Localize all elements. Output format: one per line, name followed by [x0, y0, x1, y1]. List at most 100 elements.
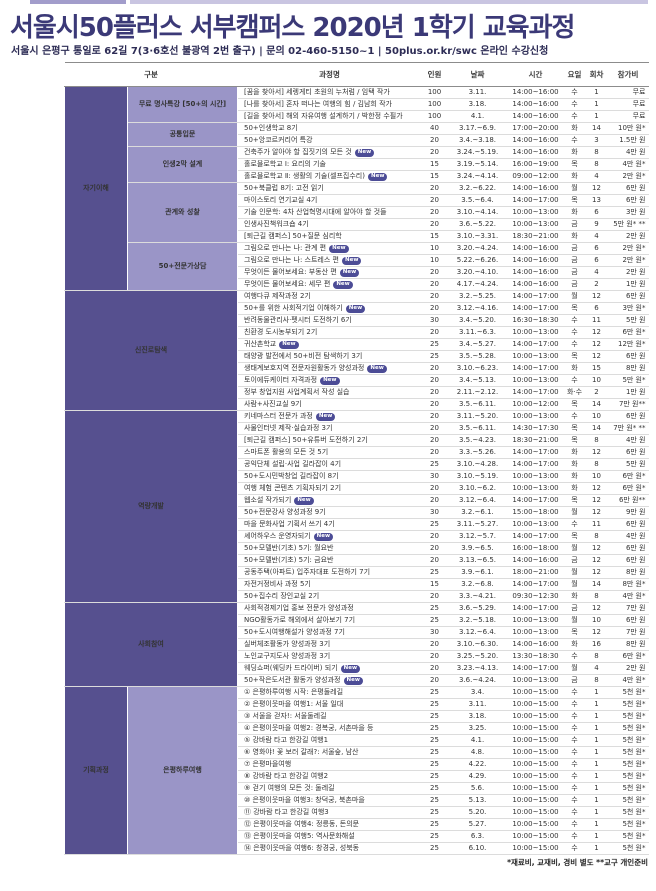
course-fee: 2만 원*: [607, 170, 649, 183]
course-row: [나를 찾아서] 혼자 떠나는 여행의 힘 / 김남희 작가 100 3.18. 14…: [65, 98, 649, 111]
course-day: 월: [563, 614, 586, 627]
course-fee: 6만 원: [607, 194, 649, 207]
course-date: 3.6.~4.24.: [447, 674, 508, 687]
course-fee: 6만 원: [607, 518, 649, 531]
course-day: 화: [563, 638, 586, 651]
course-capacity: 20: [421, 206, 448, 219]
category-cell: 자기이해: [64, 86, 128, 291]
new-badge: New: [345, 305, 366, 313]
course-capacity: 25: [421, 722, 448, 735]
course-sessions: 8: [585, 458, 608, 471]
course-time: 10:00~13:00: [507, 482, 564, 495]
course-title-cell: 무엇이든 물어보세요: 부동산 편 New: [237, 266, 422, 279]
course-row: ③ 서울을 걷자!: 서울둘레길 25 3.18. 10:00~15:00 수 1 5천 원…: [65, 710, 649, 723]
course-time: 10:00~15:00: [507, 794, 564, 807]
course-row: 공통입문 50+인생학교 8기 40 3.17.~6.9. 17:00~20:00 화 14…: [65, 122, 649, 147]
course-time: 10:00~15:00: [507, 758, 564, 771]
course-title-cell: 50+인생학교 8기: [237, 122, 422, 135]
course-title: ⑫ 은평이웃마을 여행4: 정릉동, 돈의문: [244, 820, 360, 828]
top-crop-strip-dark: [30, 0, 126, 4]
course-capacity: 15: [421, 158, 448, 171]
course-day: 수: [563, 650, 586, 663]
course-time: 14:00~16:00: [507, 266, 564, 279]
course-title: ⑭ 은평이웃마을 여행6: 창경궁, 성북동: [244, 844, 360, 852]
course-title-cell: 사회적경제기업 홍보 전문가 양성과정: [237, 602, 422, 615]
course-title-cell: 홀로욜로학교 Ⅰ: 요리의 기술: [237, 158, 422, 171]
course-sessions: 12: [585, 326, 608, 339]
course-day: 수: [563, 314, 586, 327]
course-title-cell: ⑧ 강바람 타고 한강길 여행2: [237, 770, 422, 783]
course-title: ⑬ 은평이웃마을 여행5: 역사문화해설: [244, 832, 355, 840]
course-capacity: 25: [421, 770, 448, 783]
course-title: 건축주가 알아야 할 집짓기의 모든 것: [244, 148, 352, 156]
course-day: 금: [563, 602, 586, 615]
course-title-cell: ⑥ 영화야! 꽃 보러 갈래?: 서울숲, 남산: [237, 746, 422, 759]
course-fee: 5천 원*: [607, 758, 649, 771]
course-sessions: 9: [585, 218, 608, 231]
course-sessions: 12: [585, 182, 608, 195]
course-title-cell: 사람+사진교실 9기: [237, 398, 422, 411]
course-sessions: 1: [585, 794, 608, 807]
course-capacity: 20: [421, 218, 448, 231]
course-sessions: 6: [585, 302, 608, 315]
course-title-cell: 건축주가 알아야 할 집짓기의 모든 것 New: [237, 146, 422, 159]
course-date: 3.19.~5.14.: [447, 158, 508, 171]
category-cell: 사회참여: [64, 602, 238, 687]
course-date: 3.4.~5.13.: [447, 374, 508, 387]
course-title-cell: 태양광 발전에서 50+비전 탐색하기 3기: [237, 350, 422, 363]
course-row: 무엇이든 물어보세요: 세무 편 New 20 4.17.~4.24. 14:00~16…: [65, 278, 649, 291]
course-title-cell: 생태계보호지역 전문자원활동가 양성과정 New: [237, 362, 422, 375]
course-fee: 4만 원: [607, 434, 649, 447]
course-date: 3.25.~5.20.: [447, 650, 508, 663]
course-sessions: 8: [585, 530, 608, 543]
subcategory-cell: 무료 명사특강 [50+의 시간]: [127, 86, 238, 123]
course-title: 그림으로 만나는 나: 스트레스 편: [244, 256, 339, 264]
course-day: 목: [563, 434, 586, 447]
course-capacity: 25: [421, 566, 448, 579]
course-date: 3.13.~6.5.: [447, 554, 508, 567]
new-badge: New: [339, 269, 360, 277]
course-fee: 9만 원: [607, 506, 649, 519]
course-fee: 6만 원*: [607, 326, 649, 339]
course-title-cell: 인생사진책워크숍 4기: [237, 218, 422, 231]
course-row: 귀산촌학교 New 25 3.4.~5.27. 14:00~17:00 수 12 12만 원*: [65, 338, 649, 351]
course-fee: 6만 원: [607, 446, 649, 459]
course-row: ⑪ 강바람 타고 한강길 여행3 25 5.20. 10:00~15:00 수 1 5천 원…: [65, 806, 649, 819]
course-sessions: 1: [585, 782, 608, 795]
course-date: 3.10.~4.28.: [447, 458, 508, 471]
course-date: 3.5.~6.11.: [447, 422, 508, 435]
subcategory-cell: 공통입문: [127, 122, 238, 147]
course-capacity: 25: [421, 734, 448, 747]
course-row: 인생사진책워크숍 4기 20 3.6.~5.22. 10:00~13:00 금 9 5만 원…: [65, 218, 649, 231]
course-time: 10:00~15:00: [507, 746, 564, 759]
course-sessions: 12: [585, 290, 608, 303]
course-sessions: 12: [585, 446, 608, 459]
course-date: 3.5.~6.4.: [447, 194, 508, 207]
course-date: 3.12.~4.16.: [447, 302, 508, 315]
course-fee: 5만 원: [607, 314, 649, 327]
course-title-cell: 50+도시민박창업 길라잡이 8기: [237, 470, 422, 483]
course-date: 3.2.~6.8.: [447, 578, 508, 591]
course-row: 50+를 위한 사회적기업 이해하기 New 20 3.12.~4.16. 14:00~…: [65, 302, 649, 315]
course-row: 50+작은도서관 활동가 양성과정 New 20 3.6.~4.24. 10:00~13…: [65, 674, 649, 687]
course-day: 월: [563, 566, 586, 579]
course-day: 금: [563, 266, 586, 279]
course-sessions: 11: [585, 314, 608, 327]
course-title: ⑩ 은평이웃마을 여행3: 창덕궁, 북촌마을: [244, 796, 365, 804]
course-time: 10:00~13:00: [507, 206, 564, 219]
course-date: 3.10.~4.14.: [447, 206, 508, 219]
course-capacity: 100: [421, 98, 448, 111]
course-title: 마이스토리 연기교실 4기: [244, 196, 318, 204]
course-title: 실버체조활동가 양성과정 3기: [244, 640, 331, 648]
course-date: 4.22.: [447, 758, 508, 771]
course-sessions: 3: [585, 134, 608, 147]
course-day: 수: [563, 374, 586, 387]
course-day: 수: [563, 134, 586, 147]
course-capacity: 20: [421, 638, 448, 651]
course-sessions: 2: [585, 278, 608, 291]
course-day: 목: [563, 194, 586, 207]
course-row: 그림으로 만나는 나: 스트레스 편 New 10 5.22.~6.26. 14:00~…: [65, 254, 649, 267]
course-capacity: 25: [421, 710, 448, 723]
course-fee: 무료: [607, 98, 649, 111]
course-time: 18:00~21:00: [507, 566, 564, 579]
